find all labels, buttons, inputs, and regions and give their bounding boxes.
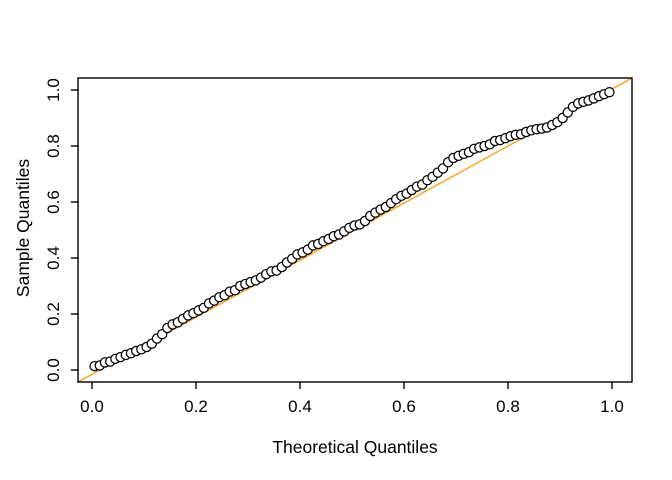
y-tick-label: 1.0 — [44, 78, 63, 102]
plot-border — [77, 77, 633, 383]
x-tick-label: 0.2 — [184, 397, 208, 416]
x-tick-label: 0.4 — [288, 397, 312, 416]
qq-points — [89, 86, 615, 372]
data-point — [604, 86, 615, 98]
y-tick-label: 0.2 — [44, 302, 63, 326]
y-tick-label: 0.4 — [44, 246, 63, 270]
x-tick-label: 1.0 — [600, 397, 624, 416]
x-axis: 0.0 0.2 0.4 0.6 0.8 1.0 — [80, 382, 624, 416]
y-tick-label: 0.8 — [44, 134, 63, 158]
y-axis: 0.0 0.2 0.4 0.6 0.8 1.0 — [44, 78, 78, 382]
x-tick-label: 0.6 — [392, 397, 416, 416]
y-tick-label: 0.0 — [44, 358, 63, 382]
y-tick-label: 0.6 — [44, 190, 63, 214]
x-tick-label: 0.0 — [80, 397, 104, 416]
y-axis-title: Sample Quantiles — [13, 159, 33, 297]
x-tick-label: 0.8 — [496, 397, 520, 416]
x-axis-title: Theoretical Quantiles — [272, 437, 438, 457]
